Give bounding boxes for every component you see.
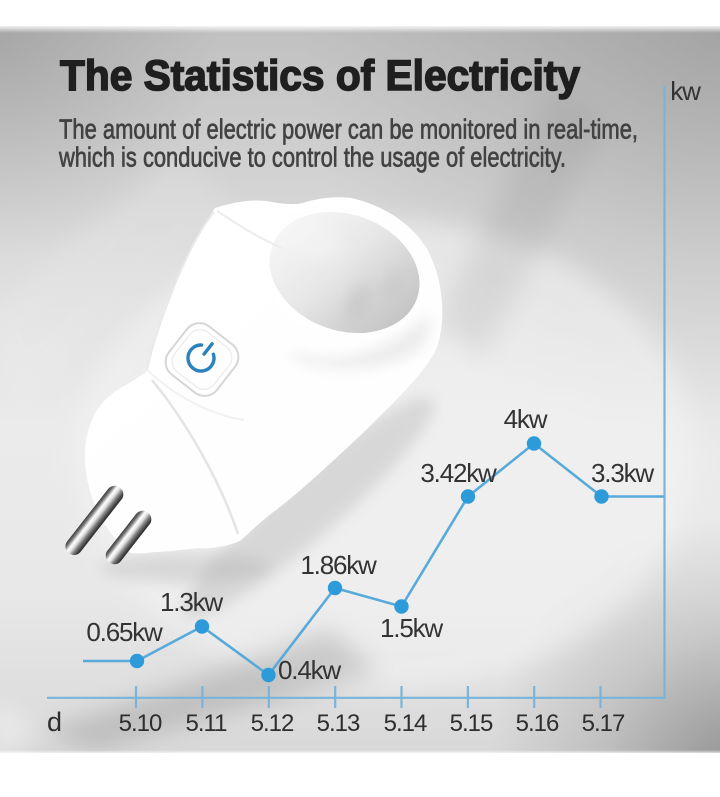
svg-text:3.3kw: 3.3kw	[591, 458, 654, 488]
svg-text:5.16: 5.16	[516, 710, 559, 737]
svg-text:1.86kw: 1.86kw	[300, 550, 377, 580]
svg-text:kw: kw	[670, 76, 701, 106]
svg-text:5.10: 5.10	[119, 710, 162, 737]
svg-text:5.13: 5.13	[317, 710, 360, 737]
svg-text:The Statistics of Electricity: The Statistics of Electricity	[60, 52, 580, 100]
svg-text:4kw: 4kw	[504, 404, 548, 434]
svg-text:1.3kw: 1.3kw	[160, 587, 223, 617]
svg-text:0.65kw: 0.65kw	[86, 617, 163, 647]
svg-text:5.12: 5.12	[251, 710, 294, 737]
svg-text:5.14: 5.14	[384, 710, 427, 737]
svg-text:d: d	[47, 707, 61, 737]
svg-text:5.11: 5.11	[186, 710, 228, 737]
svg-text:1.5kw: 1.5kw	[380, 613, 443, 643]
svg-text:which is conducive to control: which is conducive to control the usage …	[58, 142, 566, 173]
svg-text:5.15: 5.15	[450, 710, 493, 737]
svg-text:The amount of electric power c: The amount of electric power can be moni…	[59, 114, 638, 145]
svg-text:3.42kw: 3.42kw	[420, 458, 497, 488]
svg-text:0.4kw: 0.4kw	[278, 655, 341, 685]
svg-text:5.17: 5.17	[582, 710, 625, 737]
